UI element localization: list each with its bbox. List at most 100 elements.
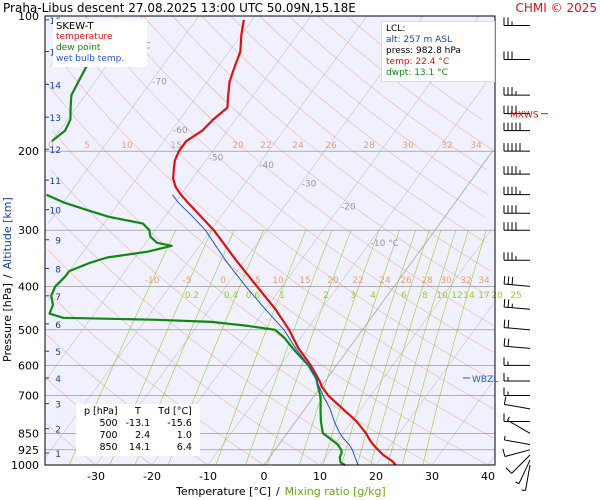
wbzl-label: WBZL xyxy=(472,375,498,385)
adiabat-label: 32 xyxy=(460,276,471,286)
wind-barb-staff xyxy=(504,439,531,445)
isotherm-line xyxy=(47,15,200,224)
table-cell: 2.4 xyxy=(135,430,151,441)
adiabat-label: 26 xyxy=(325,141,337,151)
isotherm-line xyxy=(487,456,495,466)
dry-adiabat-line xyxy=(114,15,495,327)
wind-barb-flag xyxy=(511,276,514,285)
dry-adiabat-line xyxy=(46,423,97,466)
wind-barb xyxy=(505,454,531,474)
mixing-ratio-label: 6 xyxy=(401,291,407,301)
x-tick-label: 30 xyxy=(425,470,439,483)
x-tick-label: -30 xyxy=(87,470,105,483)
mixing-ratio-line xyxy=(267,230,352,466)
dry-adiabat-line xyxy=(143,15,489,297)
wind-barb-half-flag xyxy=(503,435,506,441)
mixing-ratio-label: 1 xyxy=(279,291,285,301)
x-tick-label: 20 xyxy=(369,470,383,483)
wind-barb-flag xyxy=(503,338,506,347)
table-cell: 850 xyxy=(99,442,118,453)
x-axis-label-separator: / xyxy=(276,485,280,498)
altitude-tick-label: 8 xyxy=(55,265,61,275)
wind-barb-staff xyxy=(504,403,531,410)
lcl-press: press: 982.8 hPa xyxy=(386,46,461,56)
wind-barb xyxy=(503,105,530,115)
y-tick-label: 500 xyxy=(18,324,39,337)
dry-adiabat-line xyxy=(46,248,321,466)
mixing-ratio-label: 0.4 xyxy=(224,291,239,301)
wind-barb xyxy=(503,51,530,61)
table-header-td: Td [°C] xyxy=(158,406,192,417)
y-tick-label: 700 xyxy=(18,389,39,402)
wind-barb xyxy=(503,299,531,310)
adiabat-label: 30 xyxy=(402,141,414,151)
wind-barb xyxy=(503,338,531,349)
adiabat-label: 22 xyxy=(352,276,363,286)
dry-adiabat-line xyxy=(317,15,495,152)
table-cell: 700 xyxy=(99,430,118,441)
mixing-ratio-line xyxy=(299,230,380,466)
legend-item-temperature: temperature xyxy=(56,32,113,42)
wind-barb xyxy=(503,372,530,382)
altitude-tick-label: 9 xyxy=(55,237,61,247)
adiabat-label: -10 xyxy=(145,276,160,286)
adiabat-label: 15 xyxy=(170,141,181,151)
adiabat-label: 5 xyxy=(255,276,261,286)
wind-barb xyxy=(503,252,530,261)
y-axis-label-altitude: Altitude [km] xyxy=(1,197,14,269)
wind-barb-staff xyxy=(524,464,531,491)
wind-barb xyxy=(503,357,530,366)
wind-barb xyxy=(503,87,530,96)
wind-barb xyxy=(521,464,531,492)
x-axis-title: Temperature [°C] / Mixing ratio [g/kg] xyxy=(175,485,386,498)
adiabat-label: 28 xyxy=(363,141,375,151)
legend-item-dew-point: dew point xyxy=(56,43,101,53)
adiabat-label: 24 xyxy=(379,276,391,286)
adiabat-label: 20 xyxy=(232,141,244,151)
dry-adiabat-line xyxy=(259,15,489,195)
mixing-ratio-label: 2 xyxy=(323,291,329,301)
isotherm-label: -10 °C xyxy=(371,239,399,249)
wind-barb-staff xyxy=(518,459,531,484)
wind-barb-flag xyxy=(503,396,507,405)
isotherm-line xyxy=(319,230,492,466)
wind-barb-staff xyxy=(511,454,531,474)
altitude-tick-label: 7 xyxy=(55,293,61,303)
chart-title: Praha-Libus descent 27.08.2025 13:00 UTC… xyxy=(3,1,356,15)
adiabat-label: -5 xyxy=(183,276,192,286)
wind-barb-staff xyxy=(504,327,531,331)
adiabat-label: 5 xyxy=(84,141,90,151)
altitude-tick-label: 11 xyxy=(50,177,61,187)
table-cell: 1.0 xyxy=(176,430,192,441)
mixing-ratio-line xyxy=(370,230,442,466)
mixing-ratio-line xyxy=(215,230,307,466)
dry-adiabat-line xyxy=(50,169,433,466)
dry-adiabat-line xyxy=(52,130,489,466)
dry-adiabat-line xyxy=(49,209,377,466)
wind-barb xyxy=(503,222,530,231)
altitude-tick-label: 5 xyxy=(55,348,61,358)
table-row: 700 2.4 1.0 xyxy=(80,430,196,442)
y-tick-label: 100 xyxy=(18,10,39,23)
mixing-ratio-line xyxy=(245,230,333,466)
isotherm-label: -40 xyxy=(259,161,274,171)
isotherm-label: -20 xyxy=(341,203,356,213)
adiabat-label: 10 xyxy=(272,276,284,286)
altitude-tick-label: 14 xyxy=(50,81,62,91)
wind-barb xyxy=(503,17,530,27)
mixing-ratio-label: 25 xyxy=(510,291,521,301)
y-tick-label: 1000 xyxy=(11,459,39,472)
mixing-ratio-label: 8 xyxy=(422,291,428,301)
y-axis-label-pressure: Pressure [hPa] xyxy=(1,283,14,362)
credit-text: CHMI © 2025 xyxy=(515,1,597,15)
wind-barb-flag xyxy=(507,299,510,308)
isotherm-label: -30 xyxy=(302,180,317,190)
adiabat-label: 15 xyxy=(299,276,310,286)
mixing-ratio-line xyxy=(341,230,416,466)
wind-barb-flag xyxy=(505,467,512,474)
level-markers: MXWS WBZL xyxy=(463,111,548,385)
wind-barb-flag xyxy=(507,276,510,285)
adiabat-label: 20 xyxy=(327,276,339,286)
table-header-p: p [hPa] xyxy=(84,406,118,417)
